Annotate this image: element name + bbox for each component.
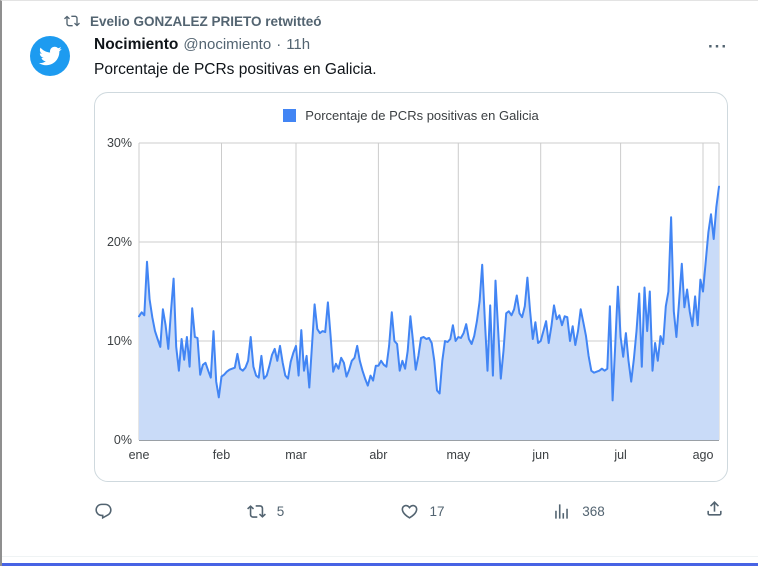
more-options-button[interactable]: ··· <box>708 37 728 56</box>
tweet-text: Porcentaje de PCRs positivas en Galicia. <box>94 61 377 78</box>
chart-legend: Porcentaje de PCRs positivas en Galicia <box>95 108 727 123</box>
avatar[interactable] <box>30 36 70 76</box>
svg-text:jun: jun <box>531 448 549 462</box>
svg-text:mar: mar <box>285 448 307 462</box>
twitter-bird-icon <box>38 46 62 66</box>
svg-text:10%: 10% <box>107 334 132 348</box>
tweet: Evelio GONZALEZ PRIETO retwitteó Nocimie… <box>2 1 758 526</box>
legend-label: Porcentaje de PCRs positivas en Galicia <box>305 108 539 123</box>
area-chart: 0% 10% 20% 30% ene feb mar abr may jun jul ago <box>95 93 727 481</box>
like-button[interactable]: 17 <box>400 502 553 521</box>
action-bar: 5 17 368 <box>94 496 726 526</box>
timestamp[interactable]: 11h <box>286 36 311 53</box>
retweet-icon <box>246 504 266 518</box>
separator-dot: · <box>276 36 282 53</box>
svg-text:may: may <box>446 448 470 462</box>
retweet-icon <box>64 15 80 27</box>
name-row: Nocimiento @nocimiento · 11h ··· <box>94 36 727 56</box>
like-count: 17 <box>429 503 445 519</box>
svg-text:20%: 20% <box>107 235 132 249</box>
tweet-divider <box>2 556 758 557</box>
display-name[interactable]: Nocimiento <box>94 36 179 53</box>
share-icon <box>707 501 722 516</box>
reply-icon <box>95 503 112 519</box>
retweet-header[interactable]: Evelio GONZALEZ PRIETO retwitteó <box>30 11 726 31</box>
legend-swatch <box>283 109 297 122</box>
bottom-blue-bar <box>2 563 758 566</box>
chart-card[interactable]: 0% 10% 20% 30% ene feb mar abr may jun jul ago Porc… <box>94 92 728 482</box>
svg-text:ene: ene <box>129 448 150 462</box>
svg-text:30%: 30% <box>107 136 132 150</box>
view-count: 368 <box>582 503 605 519</box>
retweet-count: 5 <box>276 503 285 519</box>
svg-text:feb: feb <box>213 448 230 462</box>
reply-button[interactable] <box>94 502 247 521</box>
heart-icon <box>401 504 417 519</box>
share-button[interactable] <box>705 499 724 523</box>
handle[interactable]: @nocimiento <box>183 36 272 53</box>
analytics-bars-icon <box>555 503 569 519</box>
retweeted-by-label: Evelio GONZALEZ PRIETO retwitteó <box>90 13 322 29</box>
svg-text:0%: 0% <box>114 433 132 447</box>
retweet-button[interactable]: 5 <box>246 502 400 521</box>
svg-text:jul: jul <box>613 448 627 462</box>
svg-text:ago: ago <box>693 448 714 462</box>
svg-text:abr: abr <box>369 448 387 462</box>
views-button[interactable]: 368 <box>552 502 705 521</box>
